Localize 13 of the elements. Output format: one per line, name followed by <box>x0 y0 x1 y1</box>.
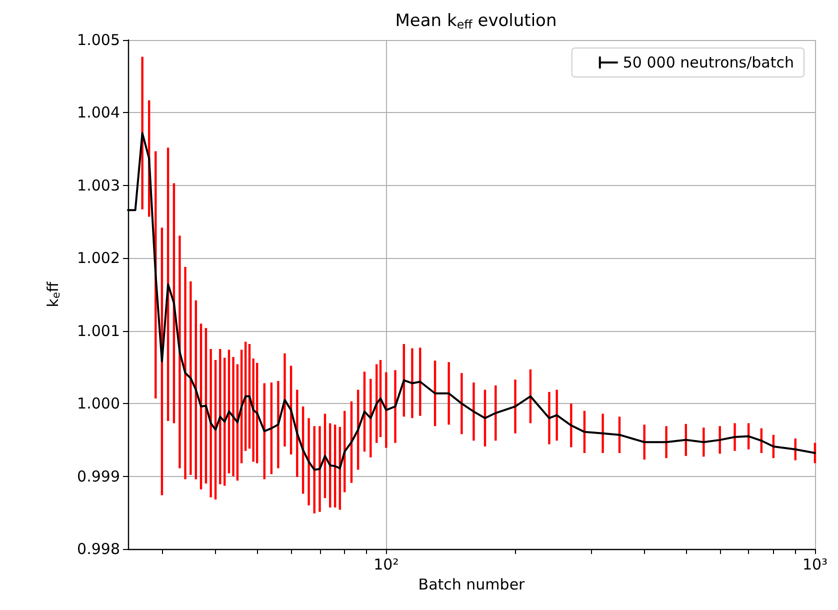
y-tick-label: 1.000 <box>77 394 120 413</box>
x-tick-label: 10³ <box>802 556 828 574</box>
y-tick-label: 1.002 <box>77 249 120 268</box>
y-tick-label: 1.001 <box>77 322 120 340</box>
y-tick-label: 1.003 <box>77 176 120 194</box>
legend-label: 50 000 neutrons/batch <box>622 54 794 72</box>
y-tick-label: 0.999 <box>77 467 120 486</box>
y-tick-label: 1.004 <box>77 104 120 122</box>
x-tick-label: 10² <box>374 556 399 574</box>
y-tick-label: 0.998 <box>77 540 120 558</box>
y-tick-label: 1.005 <box>77 31 120 49</box>
x-axis-title: Batch number <box>418 576 526 594</box>
y-axis-title: keff <box>44 281 62 308</box>
